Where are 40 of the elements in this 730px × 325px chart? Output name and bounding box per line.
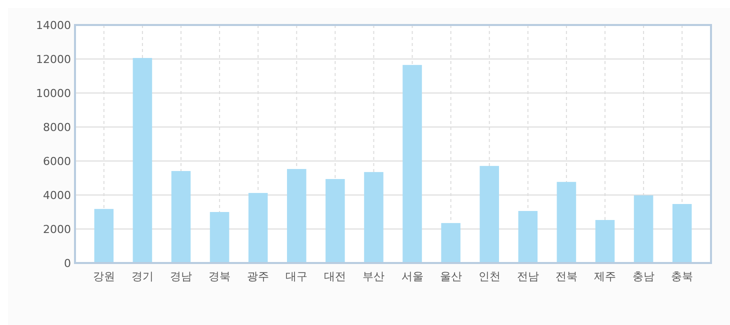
bar <box>634 195 654 263</box>
y-tick-label: 2000 <box>43 222 71 236</box>
x-tick-label: 인천 <box>478 270 500 283</box>
bar <box>402 64 422 263</box>
y-tick-label: 6000 <box>43 154 71 168</box>
y-tick-label: 8000 <box>43 120 71 134</box>
bar <box>326 179 345 263</box>
y-tick-label: 12000 <box>36 52 71 66</box>
x-tick-label: 경남 <box>170 270 192 283</box>
x-tick-label: 대전 <box>324 270 346 283</box>
y-tick-label: 0 <box>64 256 71 270</box>
bar <box>210 212 230 263</box>
x-tick-label: 경기 <box>131 270 154 283</box>
bar <box>132 58 152 263</box>
x-tick-label: 울산 <box>440 270 462 283</box>
y-tick-label: 4000 <box>43 188 71 202</box>
bar <box>441 223 460 263</box>
bar <box>364 172 384 263</box>
bar <box>518 210 538 263</box>
x-tick-label: 강원 <box>92 270 115 283</box>
x-tick-label: 전남 <box>516 270 539 283</box>
y-tick-label: 14000 <box>36 18 71 32</box>
x-tick-label: 제주 <box>594 270 616 283</box>
bar <box>556 182 576 263</box>
bar <box>94 208 114 263</box>
x-tick-label: 광주 <box>247 270 270 283</box>
x-tick-label: 서울 <box>401 270 424 283</box>
bar <box>480 166 499 263</box>
x-tick-label: 대구 <box>286 270 308 283</box>
bar <box>171 171 191 263</box>
bar <box>287 168 306 263</box>
bar <box>595 220 615 263</box>
x-tick-label: 충북 <box>671 270 694 283</box>
x-tick-label: 충남 <box>632 270 655 283</box>
x-tick-label: 부산 <box>362 270 385 283</box>
x-tick-label: 전북 <box>555 270 578 283</box>
bar <box>672 204 692 263</box>
bar <box>248 192 268 263</box>
x-tick-label: 경북 <box>208 270 231 283</box>
y-tick-label: 10000 <box>36 86 71 100</box>
